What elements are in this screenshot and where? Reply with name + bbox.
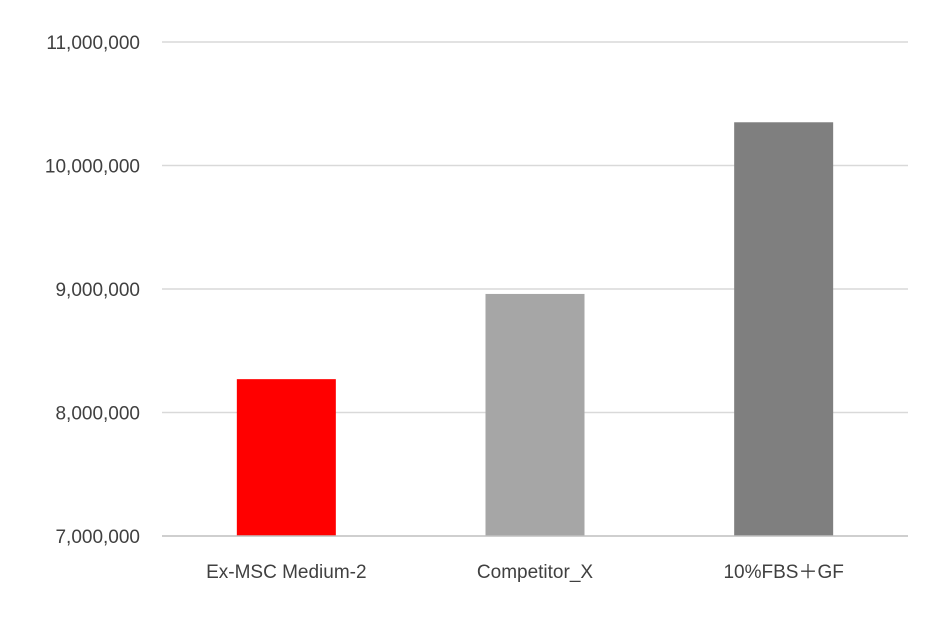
x-axis-category-labels: Ex-MSC Medium-2 Competitor_X 10%FBS＋GF bbox=[206, 562, 844, 583]
x-category-label: Competitor_X bbox=[477, 562, 593, 583]
y-tick-label: 8,000,000 bbox=[55, 404, 140, 425]
x-category-label: 10%FBS＋GF bbox=[723, 562, 843, 583]
y-tick-label: 10,000,000 bbox=[45, 157, 140, 178]
x-category-label: Ex-MSC Medium-2 bbox=[206, 562, 366, 583]
bar-2 bbox=[485, 293, 585, 536]
y-tick-label: 7,000,000 bbox=[55, 527, 140, 548]
y-tick-label: 9,000,000 bbox=[55, 280, 140, 301]
y-tick-label: 11,000,000 bbox=[46, 33, 140, 54]
y-axis-tick-labels: 7,000,000 8,000,000 9,000,000 10,000,000 11,… bbox=[45, 33, 140, 548]
bar-1 bbox=[236, 379, 336, 536]
bars bbox=[236, 122, 834, 537]
bar-3 bbox=[734, 122, 834, 537]
